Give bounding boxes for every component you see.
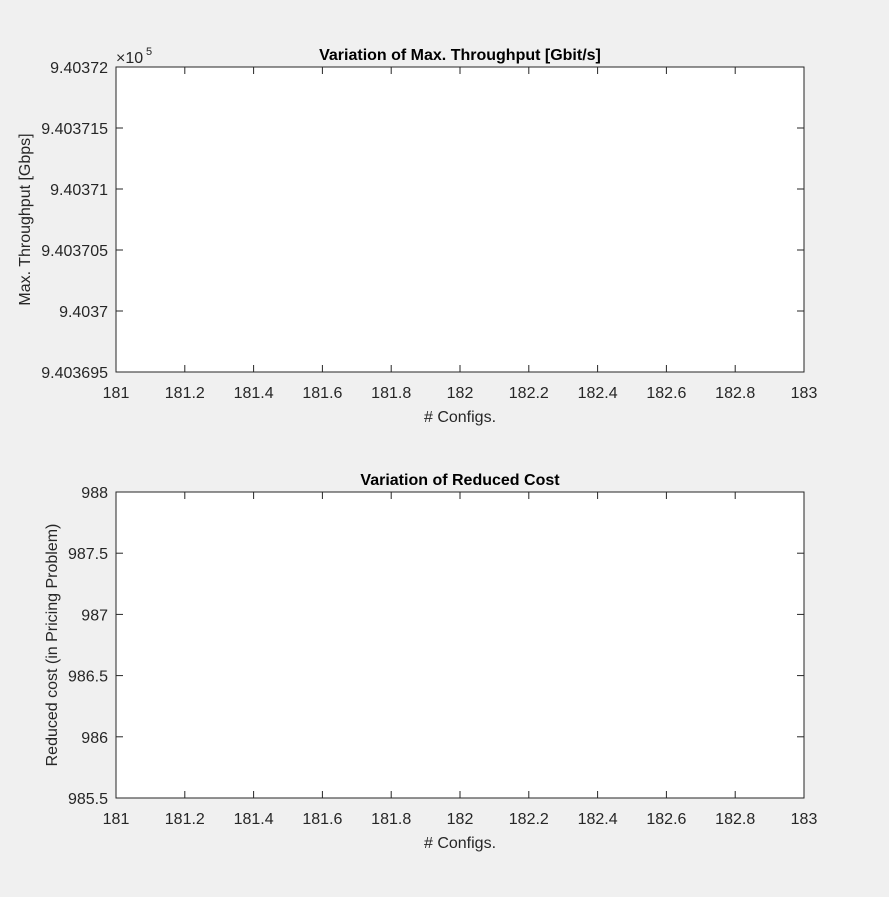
- y-axis-label: Reduced cost (in Pricing Problem): [44, 524, 61, 767]
- y-tick-label: 9.403715: [41, 121, 108, 138]
- x-tick-label: 181.6: [302, 385, 342, 402]
- x-axis-label: # Configs.: [424, 835, 496, 852]
- y-tick-label: 9.403705: [41, 243, 108, 260]
- y-tick-label: 9.40371: [50, 182, 108, 199]
- x-tick-label: 182: [447, 811, 474, 828]
- x-tick-label: 182.8: [715, 811, 755, 828]
- plot-area: [115, 66, 805, 373]
- x-tick-label: 181.2: [165, 385, 205, 402]
- y-exponent-label: ×10: [116, 50, 143, 67]
- x-axis-label: # Configs.: [424, 409, 496, 426]
- y-tick-label: 988: [81, 485, 108, 502]
- chart-title: Variation of Reduced Cost: [360, 472, 560, 489]
- x-tick-label: 181.6: [302, 811, 342, 828]
- x-tick-label: 181.4: [234, 385, 274, 402]
- chart-1: 181 181.2 181.4 181.6 181.8 182 182.2 182.4 182.…: [17, 46, 817, 426]
- chart-2: 181 181.2 181.4 181.6 181.8 182 182.2 182.4 182.…: [44, 472, 817, 852]
- y-tick-label: 987.5: [68, 546, 108, 563]
- chart-title: Variation of Max. Throughput [Gbit/s]: [319, 47, 601, 64]
- y-axis-label: Max. Throughput [Gbps]: [17, 133, 34, 305]
- y-exponent-power: 5: [146, 46, 152, 58]
- x-tick-label: 182.4: [578, 811, 618, 828]
- x-tick-label: 183: [791, 811, 818, 828]
- x-tick-label: 181: [103, 385, 130, 402]
- x-tick-label: 181.8: [371, 385, 411, 402]
- plot-area: [115, 491, 805, 799]
- x-tick-label: 181: [103, 811, 130, 828]
- x-tick-label: 183: [791, 385, 818, 402]
- x-tick-label: 182.6: [646, 811, 686, 828]
- x-tick-label: 182.8: [715, 385, 755, 402]
- x-tick-label: 182.4: [578, 385, 618, 402]
- x-tick-label: 181.2: [165, 811, 205, 828]
- x-tick-label: 182.2: [509, 385, 549, 402]
- x-tick-label: 181.4: [234, 811, 274, 828]
- y-tick-label: 9.4037: [59, 304, 108, 321]
- x-tick-label: 182.6: [646, 385, 686, 402]
- y-tick-label: 987: [81, 607, 108, 624]
- y-tick-label: 9.40372: [50, 60, 108, 77]
- y-tick-label: 9.403695: [41, 365, 108, 382]
- x-tick-label: 182.2: [509, 811, 549, 828]
- x-tick-label: 181.8: [371, 811, 411, 828]
- x-tick-label: 182: [447, 385, 474, 402]
- y-tick-label: 986.5: [68, 669, 108, 686]
- y-tick-label: 985.5: [68, 791, 108, 808]
- y-tick-label: 986: [81, 730, 108, 747]
